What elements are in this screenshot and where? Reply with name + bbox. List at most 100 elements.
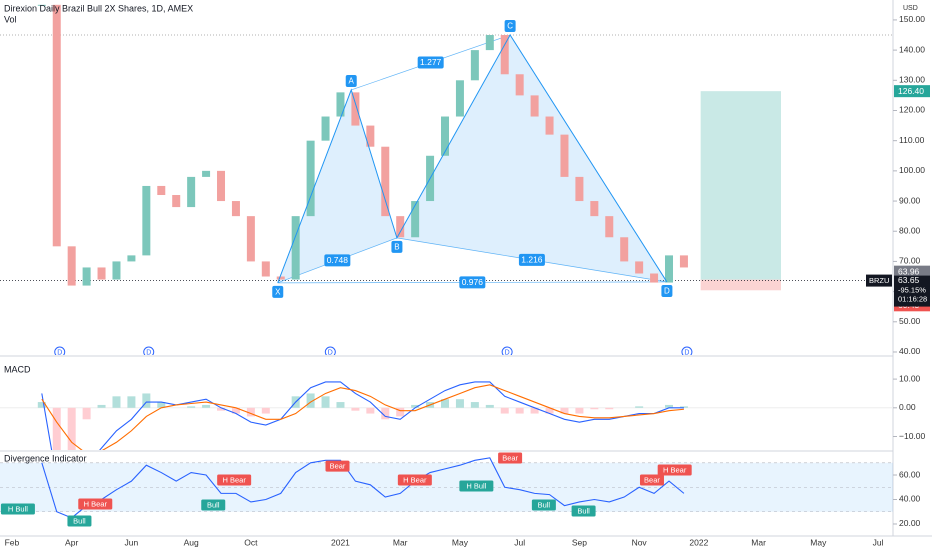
macd-histogram <box>37 402 46 408</box>
candle <box>112 261 121 280</box>
x-tick-label: Mar <box>393 537 408 547</box>
candle <box>411 201 420 238</box>
candle <box>679 255 688 268</box>
y-tick-label: 100.00 <box>899 165 925 175</box>
x-tick-label: Oct <box>244 537 258 547</box>
signal-label: H Bear <box>403 476 427 485</box>
price-label-bg <box>894 265 930 278</box>
signal-bg <box>657 464 692 476</box>
signal-label: Bear <box>330 462 346 471</box>
x-tick-label: Sep <box>572 537 587 547</box>
signal-bg <box>498 452 523 464</box>
y-tick-label: 60.00 <box>899 469 921 479</box>
y-tick-label: 40.00 <box>899 494 921 504</box>
x-tick-label: Jul <box>873 537 884 547</box>
macd-histogram <box>441 399 450 408</box>
y-tick-label: 40.00 <box>899 346 921 356</box>
signal-bg <box>217 474 252 486</box>
candle <box>157 185 166 196</box>
macd-histogram <box>112 396 121 408</box>
macd-histogram <box>142 393 151 408</box>
last-change: -95.15% <box>898 286 926 295</box>
countdown: 01:16:28 <box>898 295 927 304</box>
signal-line <box>41 384 684 450</box>
candle <box>97 267 106 280</box>
macd-histogram <box>635 406 644 408</box>
signal-bg <box>639 474 664 486</box>
y-tick-label: 20.00 <box>899 518 921 528</box>
macd-histogram <box>127 396 136 408</box>
target-zone <box>700 91 782 280</box>
candle <box>500 35 509 75</box>
y-tick-label: 70.00 <box>899 256 921 266</box>
macd-histogram <box>605 407 614 410</box>
divergence-title: Divergence Indicator <box>4 453 87 463</box>
ratio-label-bg <box>417 56 444 69</box>
macd-histogram <box>470 402 479 408</box>
candle <box>142 185 151 256</box>
macd-histogram <box>485 404 494 408</box>
candle <box>321 116 330 141</box>
candle <box>620 237 629 262</box>
signal-bg <box>571 505 596 517</box>
signal-bg <box>201 499 226 511</box>
signal-bg <box>78 498 113 510</box>
macd-histogram <box>52 407 61 450</box>
candle <box>246 216 255 262</box>
dividend-label: D <box>146 349 151 356</box>
currency-label: USD <box>903 5 918 12</box>
macd-histogram <box>500 407 509 414</box>
volume-label: Vol <box>4 14 17 24</box>
macd-histogram <box>396 407 405 417</box>
y-tick-label: −10.00 <box>899 431 926 441</box>
signal-label: Bull <box>577 506 590 515</box>
candle <box>575 176 584 202</box>
macd-histogram <box>515 407 524 414</box>
candle <box>202 170 211 177</box>
dividend-label: D <box>684 349 689 356</box>
candle <box>366 125 375 147</box>
symbol-label: BRZU <box>869 276 889 285</box>
y-tick-label: 10.00 <box>899 373 921 383</box>
candle <box>515 74 524 96</box>
candle <box>470 50 479 81</box>
ratio-label: 0.976 <box>462 277 484 287</box>
signal-bg <box>325 460 350 472</box>
macd-histogram <box>590 407 599 410</box>
candle <box>187 176 196 208</box>
signal-label: H Bull <box>466 482 486 491</box>
axes: Feb Apr Jun Aug Oct 2021 Mar May Jul Sep Nov 2022 Ma… <box>5 14 930 547</box>
macd-histogram <box>321 396 330 408</box>
stop-zone <box>700 279 782 291</box>
signal-label: Bear <box>644 476 660 485</box>
y-tick-label: 150.00 <box>899 14 925 24</box>
macd-histogram <box>366 407 375 414</box>
macd-histogram <box>231 407 240 414</box>
y-tick-label: 50.00 <box>899 316 921 326</box>
point-label: D <box>664 287 670 296</box>
dividend-marker <box>501 346 513 355</box>
price-label: 63.96 <box>898 266 920 276</box>
x-tick-label: May <box>452 537 469 547</box>
candle <box>276 276 285 280</box>
y-tick-label: 80.00 <box>899 225 921 235</box>
y-tick-label: 130.00 <box>899 75 925 85</box>
macd-histogram <box>336 402 345 408</box>
candle <box>485 35 494 51</box>
macd-histogram <box>187 406 196 408</box>
macd-histogram <box>97 404 106 408</box>
macd-pane <box>0 381 893 450</box>
ratio-label-bg <box>518 253 545 266</box>
signal-bg <box>531 499 556 511</box>
macd-histogram <box>217 407 226 411</box>
dividend-marker <box>143 346 155 355</box>
y-tick-label: 0.00 <box>899 402 916 412</box>
signal-label: H Bull <box>8 505 28 514</box>
candle <box>665 255 674 283</box>
candle <box>455 80 464 117</box>
candle <box>605 216 614 238</box>
x-tick-label: 2022 <box>689 537 708 547</box>
dividend-label: D <box>505 349 510 356</box>
point-label: B <box>394 242 399 251</box>
